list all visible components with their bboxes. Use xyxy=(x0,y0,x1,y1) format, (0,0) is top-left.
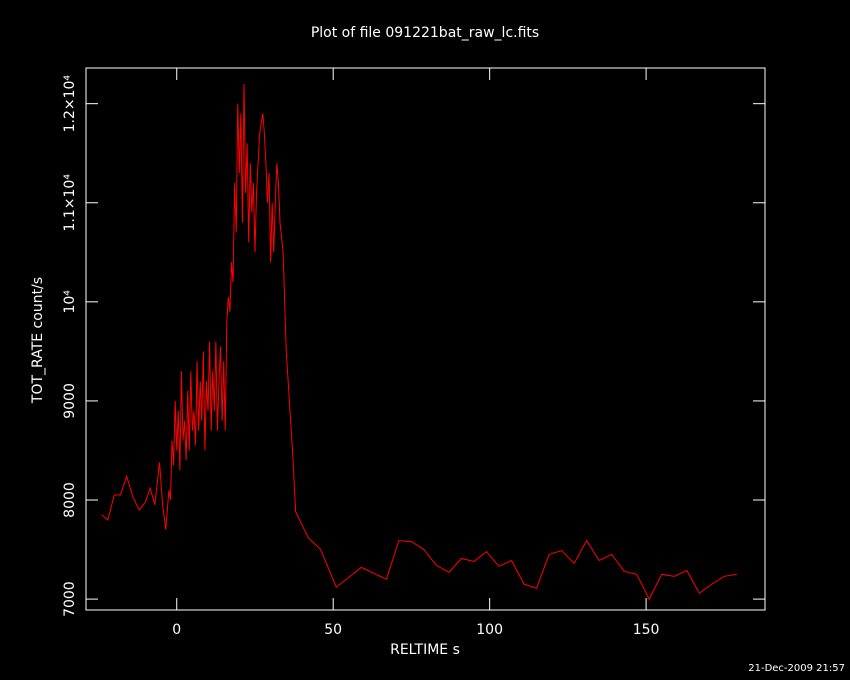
x-tick-label: 0 xyxy=(172,622,181,638)
y-tick-label: 1.1×10⁴ xyxy=(62,174,78,232)
y-tick-label: 7000 xyxy=(62,581,78,617)
x-tick-label: 50 xyxy=(324,622,342,638)
y-tick-label: 8000 xyxy=(62,482,78,518)
x-tick-label: 150 xyxy=(633,622,660,638)
y-axis-label: TOT_RATE count/s xyxy=(30,277,46,404)
y-tick-label: 9000 xyxy=(62,383,78,419)
chart-title: Plot of file 091221bat_raw_lc.fits xyxy=(311,25,539,41)
x-tick-label: 100 xyxy=(476,622,503,638)
footer: 21-Dec-2009 21:57 xyxy=(748,663,845,674)
x-axis-label: RELTIME s xyxy=(390,642,460,658)
y-tick-label: 10⁴ xyxy=(62,290,78,314)
y-tick-label: 1.2×10⁴ xyxy=(62,75,78,133)
data-line xyxy=(101,83,737,601)
plot-frame xyxy=(85,67,766,611)
